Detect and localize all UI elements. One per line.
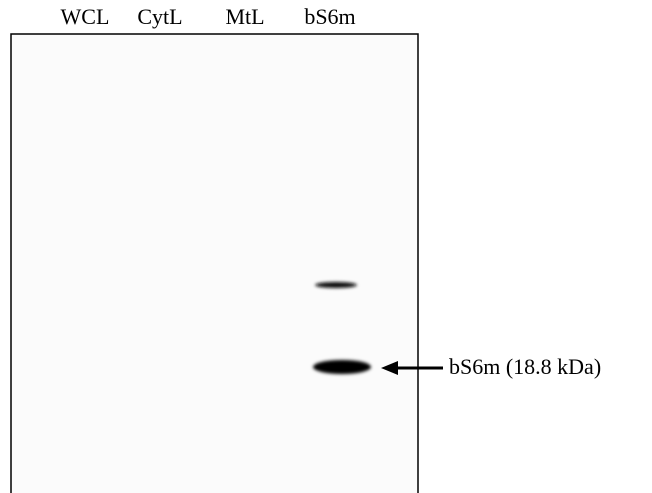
lane-label: CytL	[137, 4, 182, 29]
band-upper	[315, 282, 357, 288]
lane-label: bS6m	[304, 4, 355, 29]
lane-label: WCL	[61, 4, 110, 29]
band-annotation: bS6m (18.8 kDa)	[449, 354, 601, 379]
lane-label: MtL	[225, 4, 264, 29]
band-lower	[313, 360, 371, 374]
blot-membrane	[11, 34, 418, 493]
blot-figure: WCL CytL MtL bS6m bS6m (18.8 kDa)	[0, 0, 652, 493]
